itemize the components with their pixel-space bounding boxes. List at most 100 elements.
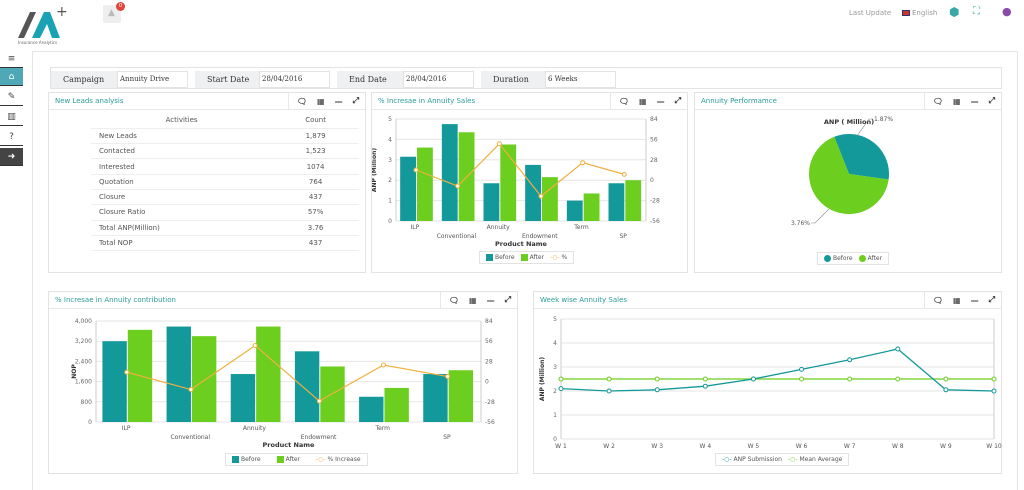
campaign-field[interactable]: Annuity Drive <box>117 71 188 88</box>
comment-icon[interactable]: 🗨 <box>296 96 308 106</box>
percent-point <box>124 369 130 375</box>
y-tick-label: 800 <box>81 399 93 406</box>
comment-icon[interactable]: 🗨 <box>448 295 460 305</box>
percent-point <box>188 387 194 393</box>
pie-title: ANP ( Million) <box>824 118 874 126</box>
y2-tick-label: 28 <box>485 358 493 365</box>
x-tick-label: SP <box>443 434 451 441</box>
y-tick-label: 0 <box>88 419 92 426</box>
cubes-icon[interactable]: ⬢ <box>949 5 960 19</box>
minimize-icon[interactable]: — <box>970 295 979 305</box>
x-tick-label: W 10 <box>986 443 1002 450</box>
count-cell: 1074 <box>272 158 359 175</box>
percent-point <box>316 398 322 404</box>
legend-percent-increase[interactable]: -○- % Increase <box>316 456 361 463</box>
panel-title: % Incresae in Annuity contribution <box>55 296 176 304</box>
legend-before[interactable]: Before <box>824 255 853 262</box>
start-date-field[interactable]: 28/04/2016 <box>259 71 330 88</box>
table-row: Interested 1074 <box>91 158 359 175</box>
minimize-icon[interactable]: — <box>970 96 979 106</box>
fullscreen-icon[interactable]: ⛶ <box>973 6 980 17</box>
column-header: Count <box>272 113 359 129</box>
sidebar-home-icon[interactable]: ⌂ <box>0 68 23 86</box>
activity-cell: Total NOP <box>91 235 273 252</box>
anp-submission-point <box>943 387 949 393</box>
end-date-field[interactable]: 28/04/2016 <box>403 71 474 88</box>
legend-anp-submission[interactable]: -○- ANP Submission <box>722 456 782 463</box>
minimize-icon[interactable]: — <box>334 96 343 106</box>
x-tick-label: W 8 <box>892 443 904 450</box>
expand-icon[interactable]: ⤢ <box>352 96 359 105</box>
minimize-icon[interactable]: — <box>656 96 665 106</box>
count-cell: 437 <box>272 235 359 252</box>
count-cell: 764 <box>272 174 359 190</box>
bar-before <box>441 124 458 221</box>
sidebar-help-icon[interactable]: ? <box>0 128 23 146</box>
sidebar-search-menu-icon[interactable]: ≡ <box>0 50 23 68</box>
annuity-contribution-chart: 0 800 1,600 2,400 3,200 4,000 -56 -28 0 28 56 84 NOP… <box>71 318 495 449</box>
expand-icon[interactable]: ⤢ <box>674 96 681 105</box>
y2-tick-label: 84 <box>650 116 658 123</box>
notification-bell-icon[interactable]: ▲ 0 <box>103 2 125 23</box>
sidebar-edit-icon[interactable]: ✎ <box>0 88 23 106</box>
anp-submission-point <box>558 386 564 392</box>
language-selector[interactable]: English <box>912 9 938 17</box>
annuity-sales-chart: 0 1 2 3 4 5 -56 -28 0 28 56 84 ANP (Million) ILP Conve… <box>371 116 660 248</box>
y-tick-label: 3 <box>553 364 557 371</box>
column-header: Activities <box>91 113 273 129</box>
comment-icon[interactable]: 🗨 <box>932 96 944 106</box>
y-axis-title: ANP (Million) <box>372 148 378 192</box>
table-row: Quotation 764 <box>91 174 359 190</box>
legend-mean-average[interactable]: -○- Mean Average <box>787 456 843 463</box>
y2-tick-label: 56 <box>650 136 658 143</box>
y-tick-label: 3,200 <box>75 338 92 345</box>
bar-after <box>625 180 642 221</box>
svg-text:+: + <box>56 4 68 20</box>
x-tick-label: W 6 <box>796 443 808 450</box>
logo[interactable]: + Insurance Analytics <box>16 4 72 46</box>
expand-icon[interactable]: ⤢ <box>988 96 995 105</box>
comment-icon[interactable]: 🗨 <box>618 96 630 106</box>
y2-tick-label: 0 <box>650 177 654 184</box>
comment-icon[interactable]: 🗨 <box>932 295 944 305</box>
count-cell: 1,523 <box>272 143 359 160</box>
legend-before[interactable]: Before <box>232 456 261 463</box>
expand-icon[interactable]: ⤢ <box>504 295 511 304</box>
percent-point <box>621 171 627 177</box>
x-tick-label: W 5 <box>748 443 760 450</box>
legend-after[interactable]: After <box>520 254 544 261</box>
annuity-contribution-panel: % Incresae in Annuity contribution 🗨 ▦ — ⤢ 0… <box>48 291 518 474</box>
chart-legend: -○- ANP Submission -○- Mean Average <box>715 453 850 466</box>
y-tick-label: 1 <box>388 198 392 205</box>
columns-icon[interactable]: ▦ <box>469 295 477 305</box>
percent-line <box>415 142 625 198</box>
pie-slice-after <box>809 136 889 215</box>
duration-field[interactable]: 6 Weeks <box>545 71 616 88</box>
columns-icon[interactable]: ▦ <box>639 96 647 106</box>
sidebar-bar-chart-icon[interactable]: ▥ <box>0 108 23 126</box>
expand-icon[interactable]: ⤢ <box>988 295 995 304</box>
legend-before[interactable]: Before <box>486 254 515 261</box>
anp-submission-point <box>799 366 805 372</box>
table-row: Total ANP(Million) 3.76 <box>91 220 359 236</box>
columns-icon[interactable]: ▦ <box>953 295 961 305</box>
count-cell: 3.76 <box>272 220 359 236</box>
legend-after[interactable]: After <box>276 456 300 463</box>
percent-point <box>380 362 386 368</box>
columns-icon[interactable]: ▦ <box>953 96 961 106</box>
x-tick-label: ILP <box>122 425 131 432</box>
minimize-icon[interactable]: — <box>486 295 495 305</box>
y-tick-label: 1,600 <box>75 379 92 386</box>
y-tick-label: 2 <box>553 388 557 395</box>
columns-icon[interactable]: ▦ <box>317 96 325 106</box>
duration-label: Duration <box>481 71 549 88</box>
legend-after[interactable]: After <box>858 255 882 262</box>
mean-average-point <box>943 376 949 382</box>
x-tick-label: Term <box>374 425 390 432</box>
anp-submission-point <box>654 387 660 393</box>
legend-percent[interactable]: -○- % <box>550 254 568 261</box>
pie-label: 3.76% <box>791 220 810 227</box>
sidebar-arrow-right-icon[interactable]: ➜ <box>0 148 23 166</box>
main-container <box>32 51 1018 490</box>
user-icon[interactable]: ● <box>1002 5 1012 18</box>
